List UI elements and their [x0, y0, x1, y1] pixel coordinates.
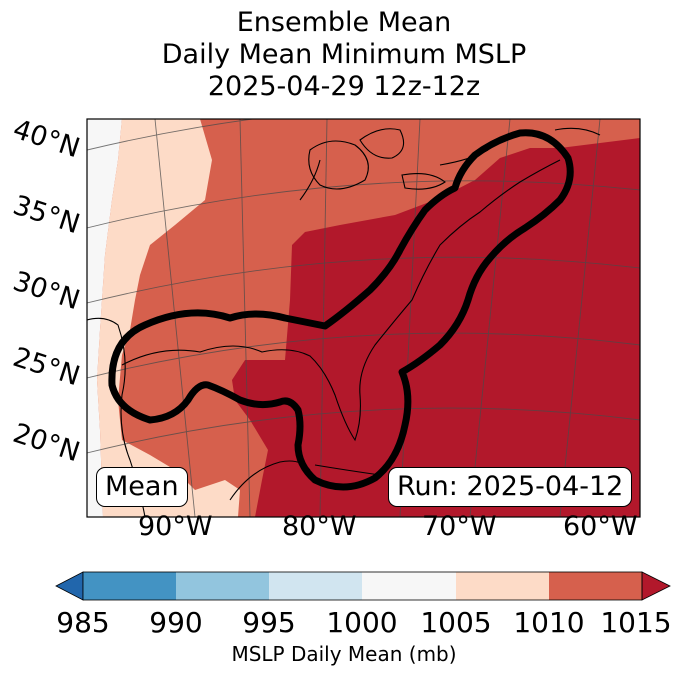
lon-label-60w: 60°W — [563, 511, 638, 542]
colorbar-bin-985-990 — [83, 572, 176, 600]
colorbar-tick-985: 985 — [56, 606, 109, 639]
lon-label-70w: 70°W — [422, 511, 497, 542]
colorbar-tick-990: 990 — [149, 606, 202, 639]
map-figure — [0, 0, 688, 674]
colorbar-over-arrow — [642, 572, 670, 600]
colorbar — [56, 572, 670, 600]
colorbar-tick-1000: 1000 — [326, 606, 397, 639]
lon-label-90w: 90°W — [138, 511, 213, 542]
colorbar-tick-1005: 1005 — [420, 606, 491, 639]
lon-label-80w: 80°W — [282, 511, 357, 542]
colorbar-under-arrow — [56, 572, 83, 600]
colorbar-bin-1010-1015 — [549, 572, 642, 600]
colorbar-label: MSLP Daily Mean (mb) — [0, 642, 688, 666]
mean-label: Mean — [96, 467, 188, 507]
colorbar-bin-1000-1005 — [362, 572, 456, 600]
colorbar-tick-1015: 1015 — [600, 606, 671, 639]
colorbar-tick-1010: 1010 — [513, 606, 584, 639]
colorbar-bin-990-995 — [176, 572, 269, 600]
run-date-label: Run: 2025-04-12 — [388, 467, 632, 507]
colorbar-bin-1005-1010 — [456, 572, 549, 600]
colorbar-bin-995-1000 — [269, 572, 362, 600]
map-area — [87, 103, 640, 517]
colorbar-tick-995: 995 — [242, 606, 295, 639]
